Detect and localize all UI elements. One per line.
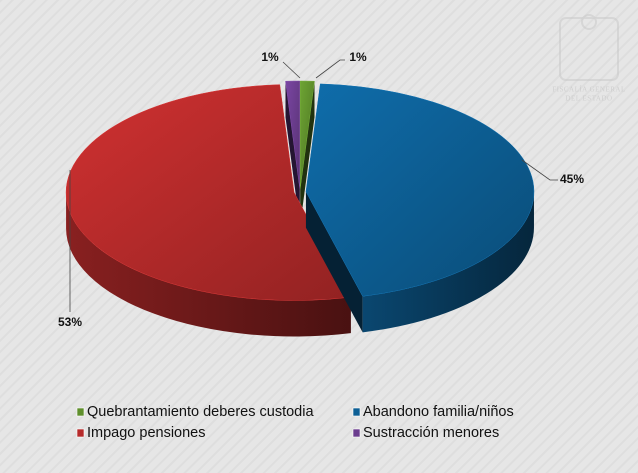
pie: [65, 80, 535, 337]
slice-side: [362, 191, 534, 333]
logo-text: FISCALÍA GENERAL: [552, 86, 626, 94]
slice: [305, 83, 535, 297]
slice: [285, 80, 301, 190]
legend: Quebrantamiento deberes custodia Abandono…: [76, 404, 514, 441]
logo-text: DEL ESTADO: [565, 95, 612, 103]
data-label: 45%: [560, 172, 584, 186]
legend-label: Sustracción menores: [363, 425, 499, 441]
data-label: 1%: [261, 50, 279, 64]
logo-emblem: [559, 17, 619, 81]
logo: FISCALÍA GENERAL DEL ESTADO: [552, 14, 626, 103]
leader-line: [282, 61, 301, 79]
data-label: 1%: [349, 50, 367, 64]
slice: [65, 84, 352, 301]
legend-swatch: [352, 407, 361, 417]
slice-side: [305, 191, 363, 333]
leader-line: [521, 159, 558, 181]
slice: [299, 80, 315, 190]
legend-label: Abandono familia/niños: [363, 404, 514, 420]
legend-label: Impago pensiones: [87, 425, 206, 441]
legend-label: Quebrantamiento deberes custodia: [87, 404, 314, 420]
slice-side: [300, 81, 315, 226]
logo-crown: [581, 14, 597, 30]
leader-line: [315, 59, 345, 79]
data-label: 53%: [58, 315, 82, 329]
legend-swatch: [352, 428, 361, 438]
legend-swatch: [76, 407, 85, 417]
slice-side: [285, 81, 300, 226]
legend-swatch: [76, 428, 85, 438]
